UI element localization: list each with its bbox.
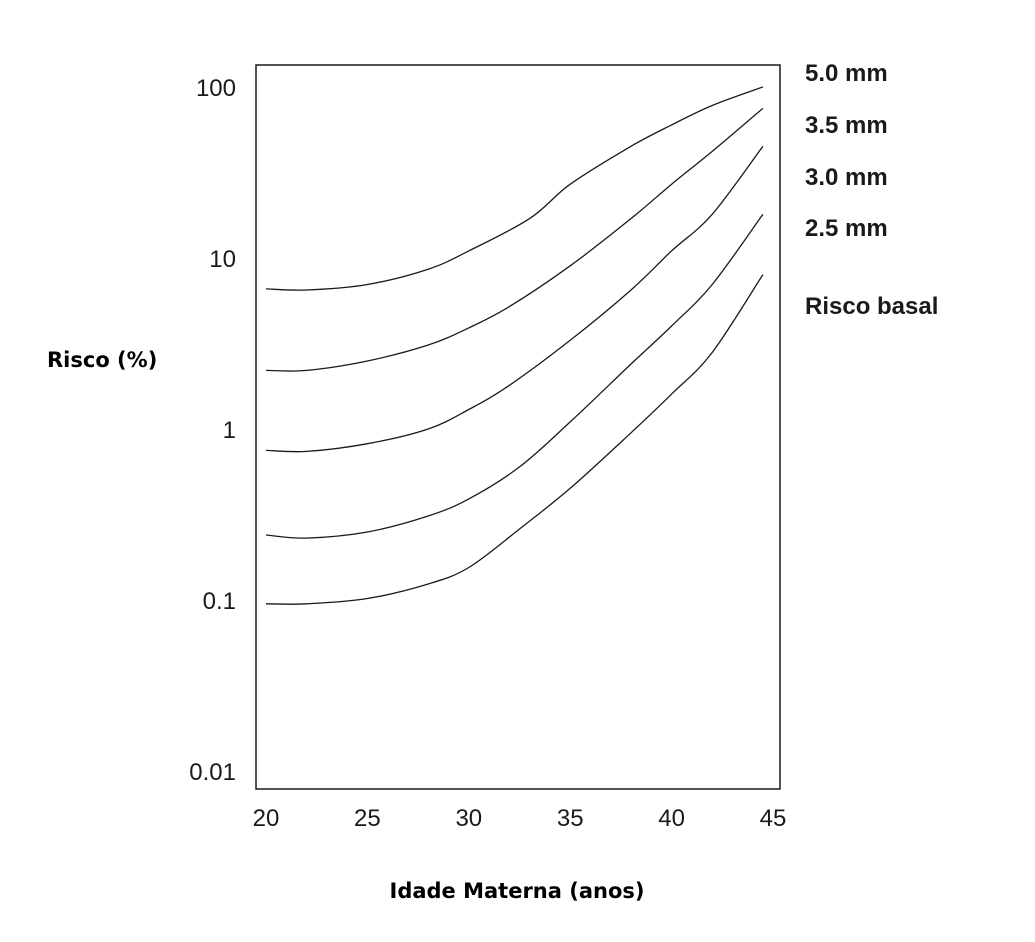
x-axis-label: Idade Materna (anos) (390, 879, 645, 903)
series-lines (265, 86, 764, 605)
series-label: 3.5 mm (805, 112, 888, 139)
series-line-2 (265, 145, 764, 453)
x-tick-label: 45 (760, 805, 787, 832)
series-label: 5.0 mm (805, 60, 888, 87)
series-line-1 (265, 107, 764, 372)
series-label: 2.5 mm (805, 215, 888, 242)
y-axis-label: Risco (%) (47, 348, 157, 372)
plot-frame (255, 64, 781, 790)
y-tick-label: 1 (223, 417, 236, 444)
series-labels: 5.0 mm 3.5 mm 3.0 mm 2.5 mm Risco basal (805, 60, 938, 320)
y-tick-labels: 0.01 0.1 1 10 100 (189, 75, 236, 786)
y-tick-label: 0.1 (203, 588, 236, 615)
x-tick-label: 35 (557, 805, 584, 832)
series-label: 3.0 mm (805, 164, 888, 191)
series-line-3 (265, 213, 764, 539)
x-tick-label: 40 (658, 805, 685, 832)
series-line-0 (265, 86, 764, 291)
y-tick-label: 100 (196, 75, 236, 102)
series-line-4 (265, 274, 764, 605)
y-tick-label: 10 (209, 246, 236, 273)
x-tick-label: 20 (253, 805, 280, 832)
y-tick-label: 0.01 (189, 759, 236, 786)
x-tick-label: 30 (455, 805, 482, 832)
x-tick-label: 25 (354, 805, 381, 832)
series-label: Risco basal (805, 293, 938, 320)
x-tick-labels: 20 25 30 35 40 45 (253, 805, 787, 832)
